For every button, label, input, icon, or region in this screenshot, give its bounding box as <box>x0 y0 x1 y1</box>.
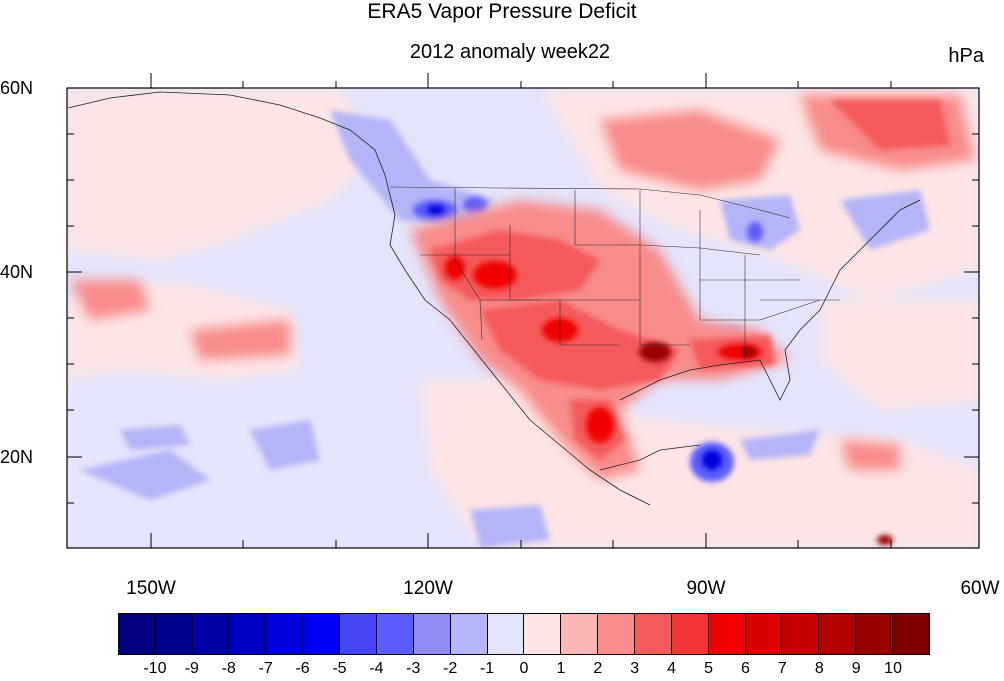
colorbar-label: -4 <box>369 660 384 677</box>
lat-label-60n: 60N <box>0 78 34 98</box>
colorbar-box <box>266 614 304 654</box>
colorbar-box <box>671 614 709 654</box>
colorbar-box <box>192 614 230 654</box>
longitude-ticks <box>150 73 892 548</box>
colorbar-box <box>561 614 599 654</box>
colorbar-box <box>340 614 378 654</box>
colorbar-label: -3 <box>406 660 421 677</box>
colorbar-label: 0 <box>519 660 529 677</box>
positive-anomalies-strong <box>445 256 762 443</box>
colorbar-label: -2 <box>443 660 458 677</box>
colorbar-label: 4 <box>667 660 677 677</box>
map-field <box>67 88 979 548</box>
lon-label-150w: 150W <box>126 578 176 599</box>
lat-label-40n: 40N <box>0 262 34 282</box>
colorbar-box <box>819 614 857 654</box>
colorbar-label: -9 <box>184 660 199 677</box>
figure-subtitle: 2012 anomaly week22 <box>409 41 611 63</box>
colorbar-box <box>856 614 894 654</box>
colorbar-label: 5 <box>704 660 713 677</box>
colorbar-box <box>487 614 525 654</box>
colorbar-label: 7 <box>777 660 787 677</box>
latitude-ticks <box>67 87 979 504</box>
colorbar-box <box>782 614 820 654</box>
negative-anomalies-light <box>80 110 930 548</box>
state-borders <box>389 186 840 360</box>
lon-label-120w: 120W <box>403 578 453 599</box>
colorbar-label: -10 <box>143 660 167 677</box>
colorbar-label: 1 <box>556 660 566 677</box>
colorbar-box <box>708 614 746 654</box>
colorbar-label: 10 <box>884 660 902 677</box>
colorbar-box <box>524 614 562 654</box>
colorbar-box <box>893 614 929 654</box>
figure-title: ERA5 Vapor Pressure Deficit <box>367 0 637 23</box>
units-label: hPa <box>948 45 984 67</box>
colorbar-box <box>229 614 267 654</box>
positive-anomalies-core <box>639 342 893 545</box>
colorbar-label: -6 <box>295 660 310 677</box>
colorbar-box <box>155 614 193 654</box>
colorbar-box <box>598 614 636 654</box>
colorbar-label: 8 <box>814 660 824 677</box>
colorbar-box <box>450 614 488 654</box>
colorbar-box <box>635 614 672 654</box>
colorbar-label: 6 <box>741 660 750 677</box>
coastlines <box>67 91 921 506</box>
colorbar-box <box>745 614 783 654</box>
lon-label-90w: 90W <box>686 578 726 599</box>
colorbar-label: -8 <box>221 660 236 677</box>
colorbar-label: 2 <box>593 660 603 677</box>
colorbar-box <box>303 614 341 654</box>
colorbar-label: 3 <box>630 660 640 677</box>
colorbar-label: -1 <box>479 660 495 677</box>
colorbar <box>118 613 930 655</box>
colorbar-box <box>377 614 414 654</box>
colorbar-label: 9 <box>851 660 861 677</box>
colorbar-label: -7 <box>258 660 273 677</box>
colorbar-box <box>119 614 156 654</box>
negative-anomalies-core <box>427 205 722 470</box>
lon-label-60w: 60W <box>960 578 1000 599</box>
colorbar-label: -5 <box>332 660 347 677</box>
colorbar-box <box>413 614 451 654</box>
lat-label-20n: 20N <box>0 447 34 467</box>
